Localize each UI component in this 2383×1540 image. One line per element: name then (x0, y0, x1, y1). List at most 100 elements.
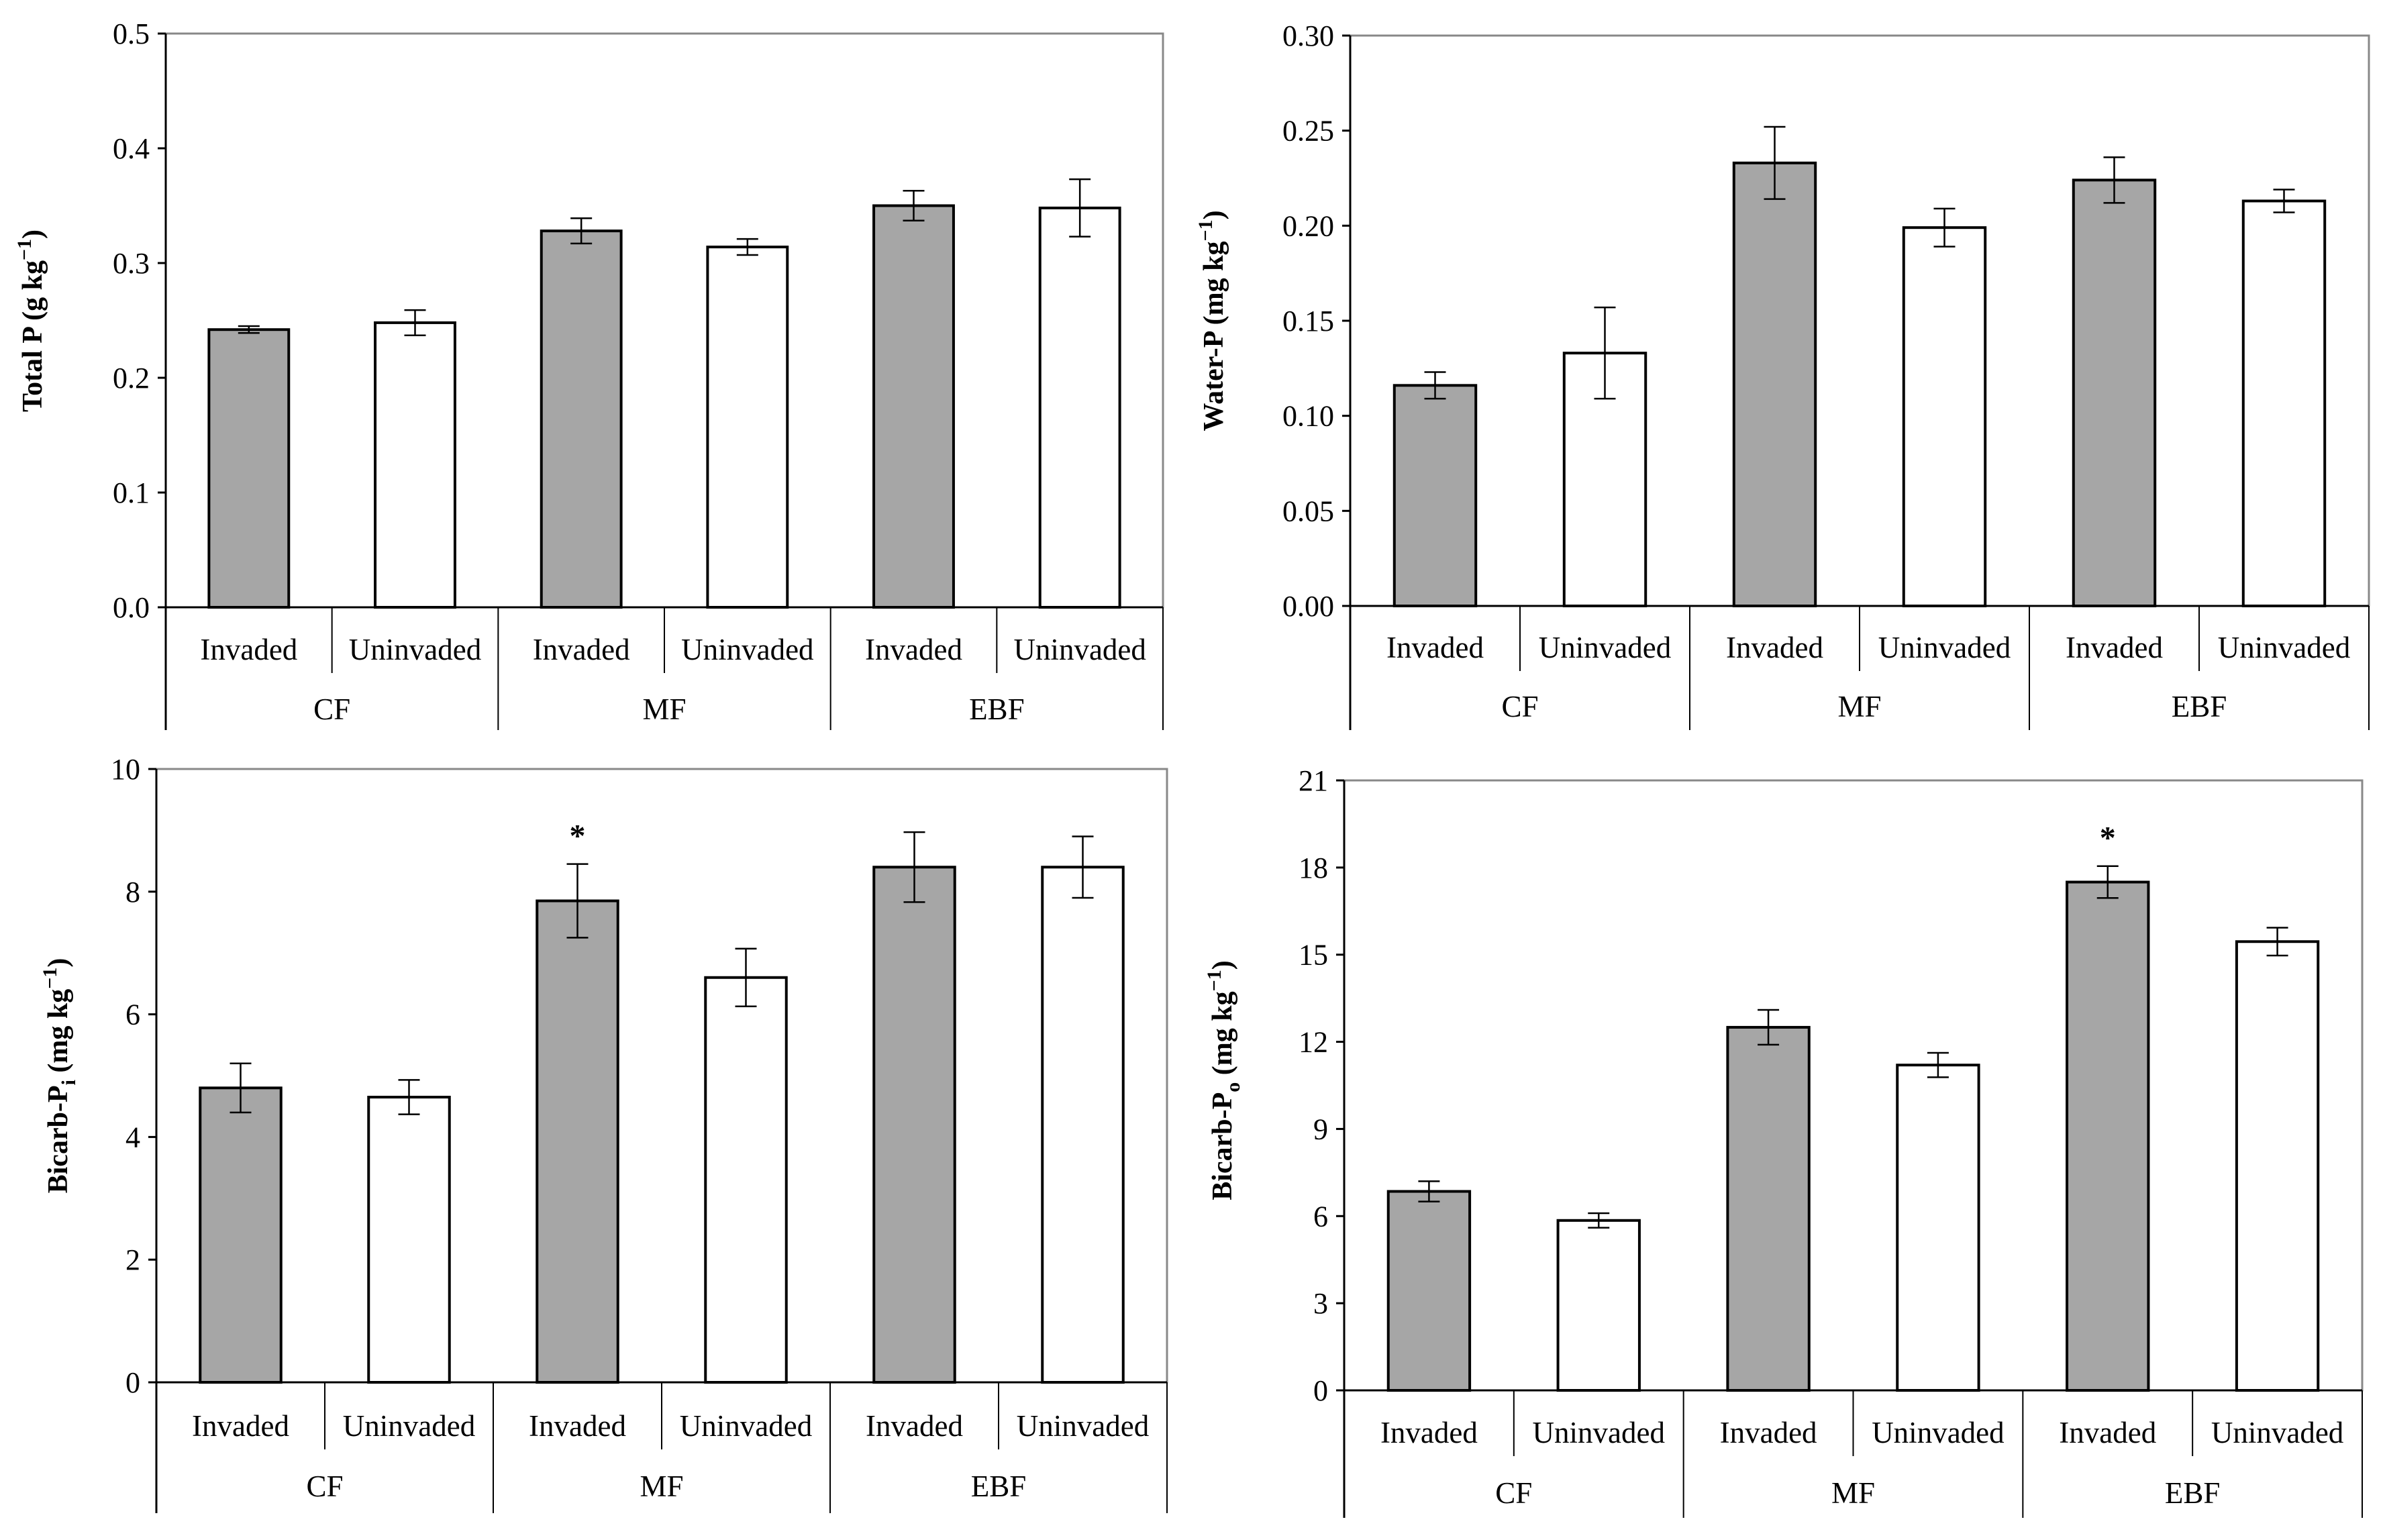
significance-marker: * (570, 819, 586, 854)
bar-uninvaded (2241, 199, 2327, 607)
y-tick-label: 0 (125, 1366, 140, 1399)
significance-marker: * (2100, 821, 2116, 856)
y-axis-label-text: Water-P (mg kg (1199, 242, 1229, 431)
y-axis-label: Bicarb-Pi (mg kg−1) (39, 958, 80, 1194)
bar-invaded (536, 899, 619, 1384)
y-tick-label: 21 (1299, 764, 1328, 797)
y-tick-label: 4 (125, 1121, 140, 1153)
y-tick-label: 0.25 (1282, 115, 1334, 148)
bar-invaded (872, 204, 955, 609)
bar-uninvaded (1902, 226, 1987, 607)
y-tick-label: 0.30 (1282, 19, 1334, 52)
panel-top-left: 0.0 0.1 0.2 0.3 0.4 0.5 Invaded Uninvaded Invade… (13, 17, 1164, 730)
y-tick-label: 6 (125, 998, 140, 1031)
y-axis-label-subscript: o (1222, 1082, 1244, 1092)
bar-invaded (1392, 384, 1478, 607)
plot-frame (164, 32, 1164, 609)
y-axis-label-superscript: −1 (1203, 970, 1225, 991)
plot-frame (1349, 34, 2370, 607)
x-category-label: Uninvaded (1539, 631, 1671, 664)
x-category-label: Uninvaded (1017, 1409, 1149, 1443)
x-category-label: Uninvaded (2211, 1416, 2343, 1449)
x-category-label: Uninvaded (343, 1409, 475, 1443)
y-axis-label-subscript: i (58, 1080, 80, 1085)
y-axis-label-unit: (mg kg (1207, 991, 1238, 1082)
y-tick-label: 10 (111, 753, 140, 786)
y-tick-label: 0.4 (113, 132, 150, 165)
y-axis-label-unit: (mg kg (43, 989, 74, 1080)
x-category-label: Invaded (2059, 1416, 2156, 1449)
y-tick-label: 12 (1299, 1026, 1328, 1059)
y-tick-label: 8 (125, 876, 140, 909)
x-category-label: Invaded (192, 1409, 289, 1443)
x-group-label: MF (1831, 1476, 1875, 1510)
bar-uninvaded (1896, 1064, 1980, 1392)
bar-invaded (2072, 178, 2157, 608)
bar-invaded (872, 866, 956, 1384)
x-category-label: Uninvaded (1013, 633, 1146, 666)
x-category-label: Invaded (1720, 1416, 1817, 1449)
y-tick-label: 0.00 (1282, 590, 1334, 623)
x-group-label: CF (313, 692, 350, 726)
y-tick-label: 0 (1313, 1374, 1328, 1407)
plot-frame (155, 768, 1168, 1384)
x-group-label: CF (306, 1470, 343, 1503)
y-axis-label-close: ) (17, 229, 48, 239)
y-tick-label: 0.5 (113, 17, 150, 50)
y-tick-label: 18 (1299, 852, 1328, 884)
y-axis-label: Total P (g kg−1) (13, 229, 48, 412)
x-group-label: MF (640, 1470, 683, 1503)
panel-top-right: 0.00 0.05 0.10 0.15 0.20 0.25 0.30 Invaded Uninv… (1195, 19, 2370, 730)
y-tick-label: 0.0 (113, 591, 150, 624)
bar-uninvaded (374, 321, 456, 609)
bar-uninvaded (704, 976, 788, 1384)
plot-frame (1343, 779, 2364, 1392)
x-group-label: MF (1837, 690, 1881, 723)
x-group-label: MF (642, 692, 686, 726)
y-axis-label: Bicarb-Po (mg kg−1) (1203, 960, 1244, 1200)
panel-bottom-right: 0 3 6 9 12 15 18 21 Invaded Uninvaded Invaded Uninv… (1203, 764, 2364, 1518)
y-axis-label-superscript: −1 (1195, 219, 1217, 241)
bar-uninvaded (706, 246, 789, 609)
x-category-label: Invaded (866, 1409, 963, 1443)
x-category-label: Invaded (1386, 631, 1484, 664)
x-category-label: Uninvaded (1872, 1416, 2004, 1449)
y-tick-label: 6 (1313, 1200, 1328, 1233)
y-axis-label-superscript: −1 (39, 968, 61, 989)
x-category-label: Uninvaded (680, 1409, 812, 1443)
y-axis-label-text: Bicarb-P (43, 1085, 74, 1193)
bar-invaded (2066, 880, 2150, 1392)
bar-uninvaded (1038, 206, 1121, 609)
x-category-label: Uninvaded (2218, 631, 2350, 664)
x-group-label: EBF (2165, 1476, 2221, 1510)
y-axis-label-close: ) (1207, 960, 1238, 970)
x-group-label: CF (1495, 1476, 1532, 1510)
y-axis-label: Water-P (mg kg−1) (1195, 210, 1229, 431)
x-group-label: EBF (971, 1470, 1027, 1503)
bar-invaded (207, 328, 291, 609)
x-category-label: Invaded (533, 633, 630, 666)
y-tick-label: 0.1 (113, 476, 150, 509)
y-tick-label: 0.15 (1282, 305, 1334, 338)
x-category-label: Uninvaded (681, 633, 813, 666)
x-category-label: Invaded (2066, 631, 2163, 664)
y-tick-label: 3 (1313, 1287, 1328, 1320)
y-axis-label-close: ) (1199, 210, 1229, 219)
y-tick-label: 2 (125, 1243, 140, 1276)
x-category-label: Invaded (1380, 1416, 1478, 1449)
y-tick-label: 0.10 (1282, 400, 1334, 433)
y-tick-label: 15 (1299, 939, 1328, 972)
x-category-label: Uninvaded (349, 633, 481, 666)
x-category-label: Invaded (1726, 631, 1823, 664)
y-tick-label: 0.05 (1282, 495, 1334, 527)
x-category-label: Uninvaded (1533, 1416, 1665, 1449)
y-axis-label-text: Bicarb-P (1207, 1092, 1238, 1200)
y-tick-label: 9 (1313, 1113, 1328, 1145)
bar-invaded (1732, 161, 1817, 608)
x-category-label: Invaded (865, 633, 962, 666)
bar-invaded (540, 229, 623, 609)
bar-invaded (199, 1086, 283, 1384)
y-tick-label: 0.20 (1282, 209, 1334, 242)
y-tick-label: 0.2 (113, 362, 150, 395)
